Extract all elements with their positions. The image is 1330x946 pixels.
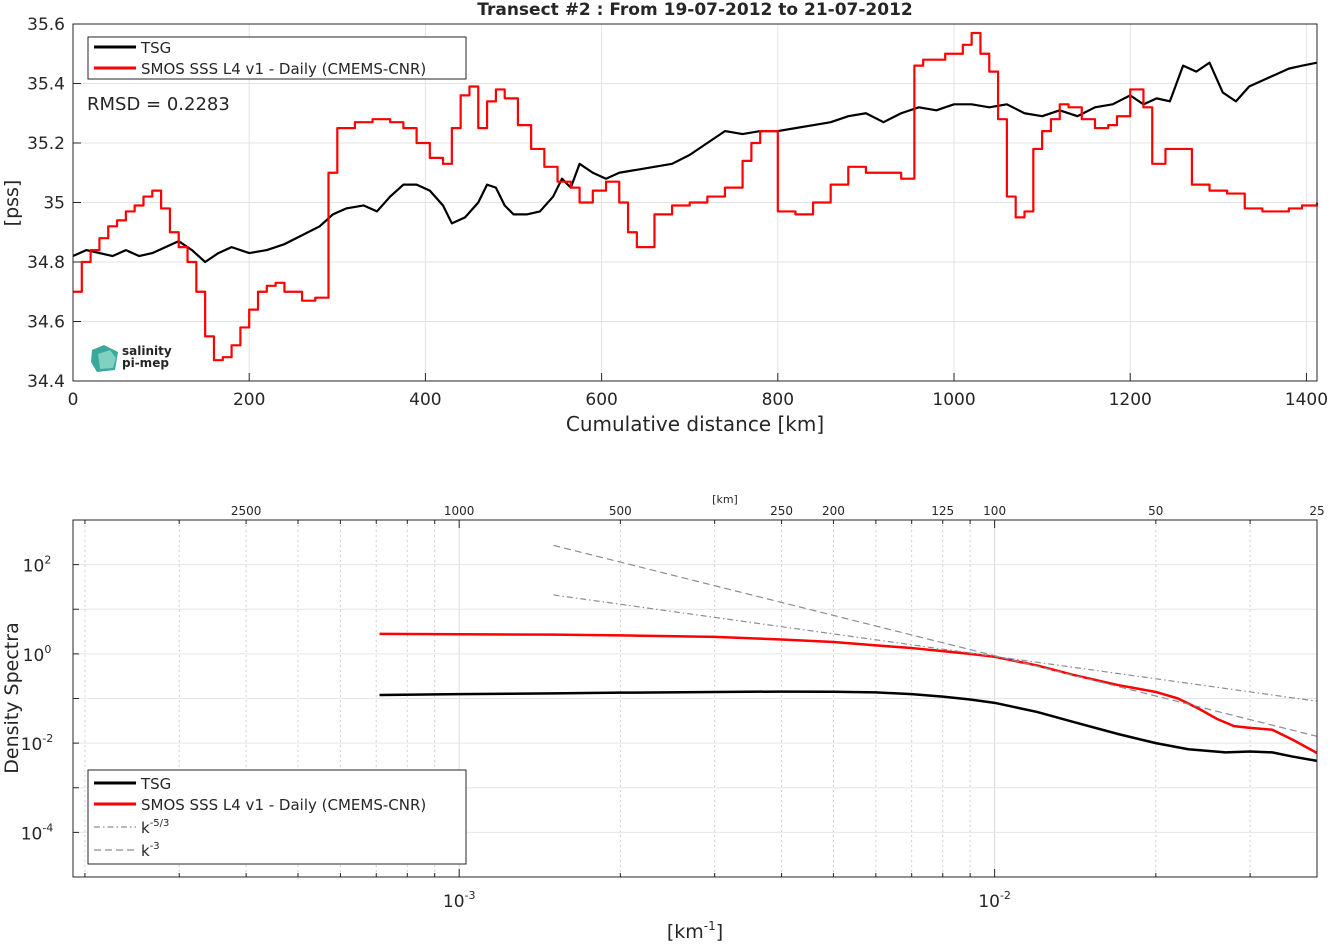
top-xtick-label: 400: [409, 390, 441, 410]
bottom-legend-k53-sup: -5/3: [150, 818, 170, 829]
bottom-top-tick-label: 50: [1148, 504, 1163, 518]
top-xtick-label: 600: [585, 390, 617, 410]
bottom-ytick-label-exp: -2: [42, 732, 53, 745]
bottom-xtick-label-base: 10: [978, 892, 1000, 912]
tsg-series-line: [72, 61, 1318, 264]
top-ytick-label: 35.2: [27, 134, 65, 154]
bottom-ytick-label-exp: 0: [44, 643, 51, 656]
top-xtick-label: 800: [762, 390, 794, 410]
salinity-pimep-logo: salinity pi-mep: [91, 344, 172, 372]
logo-line1: salinity: [122, 344, 172, 358]
top-ticks: 0 200 400 600 800 1000 1200 1400 34.4 34.6 34.8 35 3…: [27, 15, 1328, 410]
bottom-xlabel-base: [km: [667, 921, 704, 942]
top-ytick-label: 35: [43, 194, 65, 214]
bottom-legend-k3-base: k: [141, 842, 150, 860]
bottom-ytick-label-exp: -4: [42, 821, 53, 834]
bottom-ytick-label: 102: [23, 554, 52, 577]
top-ytick-label: 34.8: [27, 253, 65, 273]
top-legend: TSG SMOS SSS L4 v1 - Daily (CMEMS-CNR): [87, 36, 467, 80]
logo-line2: pi-mep: [122, 356, 169, 370]
bottom-legend-k53-label: k-5/3: [141, 818, 169, 837]
bottom-ytick-label-base: 10: [21, 824, 43, 844]
top-ytick-label: 35.4: [27, 75, 65, 95]
bottom-legend-k3-label: k-3: [141, 841, 160, 860]
top-xtick-label: 1000: [932, 390, 975, 410]
bottom-top-tick-label: 200: [822, 504, 845, 518]
bottom-legend-box: [87, 769, 467, 865]
bottom-legend: TSG SMOS SSS L4 v1 - Daily (CMEMS-CNR) k…: [87, 769, 467, 865]
bottom-ytick-label-base: 10: [23, 646, 45, 666]
bottom-ytick-label: 10-2: [21, 732, 54, 755]
bottom-top-tick-label: 500: [609, 504, 632, 518]
bottom-top-tick-label: 1000: [444, 504, 475, 518]
smos-series-line: [73, 31, 1319, 362]
top-xtick-label: 1200: [1109, 390, 1152, 410]
bottom-xtick-label-exp: -2: [1000, 889, 1011, 902]
rmsd-annotation: RMSD = 0.2283: [87, 94, 230, 115]
top-legend-smos-label: SMOS SSS L4 v1 - Daily (CMEMS-CNR): [141, 60, 426, 78]
top-legend-box: [87, 36, 467, 80]
top-grid: [72, 23, 1317, 382]
bottom-top-tick-label: 25: [1309, 504, 1324, 518]
top-xlabel: Cumulative distance [km]: [566, 412, 824, 436]
top-xtick-label: 1400: [1285, 390, 1328, 410]
bottom-xtick-label-base: 10: [443, 892, 465, 912]
top-series: [72, 31, 1319, 362]
bottom-ytick-label: 100: [23, 643, 52, 666]
top-ylabel: [pss]: [1, 180, 23, 227]
bottom-xtick-label: 10-2: [978, 889, 1011, 912]
bottom-legend-k53-base: k: [141, 819, 150, 837]
k53-reference-line: [553, 594, 1318, 702]
top-legend-tsg-label: TSG: [140, 39, 171, 57]
bottom-top-tick-label: 2500: [231, 504, 262, 518]
bottom-top-tick-label: 125: [931, 504, 954, 518]
bottom-xtick-label-exp: -3: [465, 889, 476, 902]
logo-mark-shade-icon: [98, 350, 116, 369]
bottom-xlabel-sup: -1: [704, 919, 716, 933]
bottom-legend-smos-label: SMOS SSS L4 v1 - Daily (CMEMS-CNR): [141, 796, 426, 814]
top-xtick-label: 0: [68, 390, 79, 410]
bottom-xtick-label: 10-3: [443, 889, 476, 912]
k3-reference-line: [553, 544, 1318, 737]
tsg-spectrum-line: [379, 690, 1318, 763]
bottom-legend-tsg-label: TSG: [140, 775, 171, 793]
bottom-top-tick-label: 100: [983, 504, 1006, 518]
bottom-top-axis-label: [km]: [712, 493, 738, 506]
chart-title: Transect #2 : From 19-07-2012 to 21-07-2…: [477, 0, 913, 20]
bottom-ytick-label-exp: 2: [44, 554, 51, 567]
bottom-ytick-label: 10-4: [21, 821, 54, 844]
bottom-ytick-label-base: 10: [23, 557, 45, 577]
bottom-top-tick-label: 250: [770, 504, 793, 518]
bottom-ylabel: Density Spectra: [1, 622, 23, 773]
salinity-transect-chart: Transect #2 : From 19-07-2012 to 21-07-2…: [1, 0, 1328, 436]
bottom-xlabel-close: ]: [716, 921, 723, 942]
bottom-ytick-label-base: 10: [21, 735, 43, 755]
top-ytick-label: 35.6: [27, 15, 65, 35]
top-ytick-label: 34.6: [27, 313, 65, 333]
top-xtick-label: 200: [233, 390, 265, 410]
bottom-series: [379, 544, 1318, 763]
top-ytick-label: 34.4: [27, 372, 65, 392]
bottom-legend-k3-sup: -3: [150, 841, 160, 852]
bottom-xlabel: [km-1]: [667, 919, 723, 942]
